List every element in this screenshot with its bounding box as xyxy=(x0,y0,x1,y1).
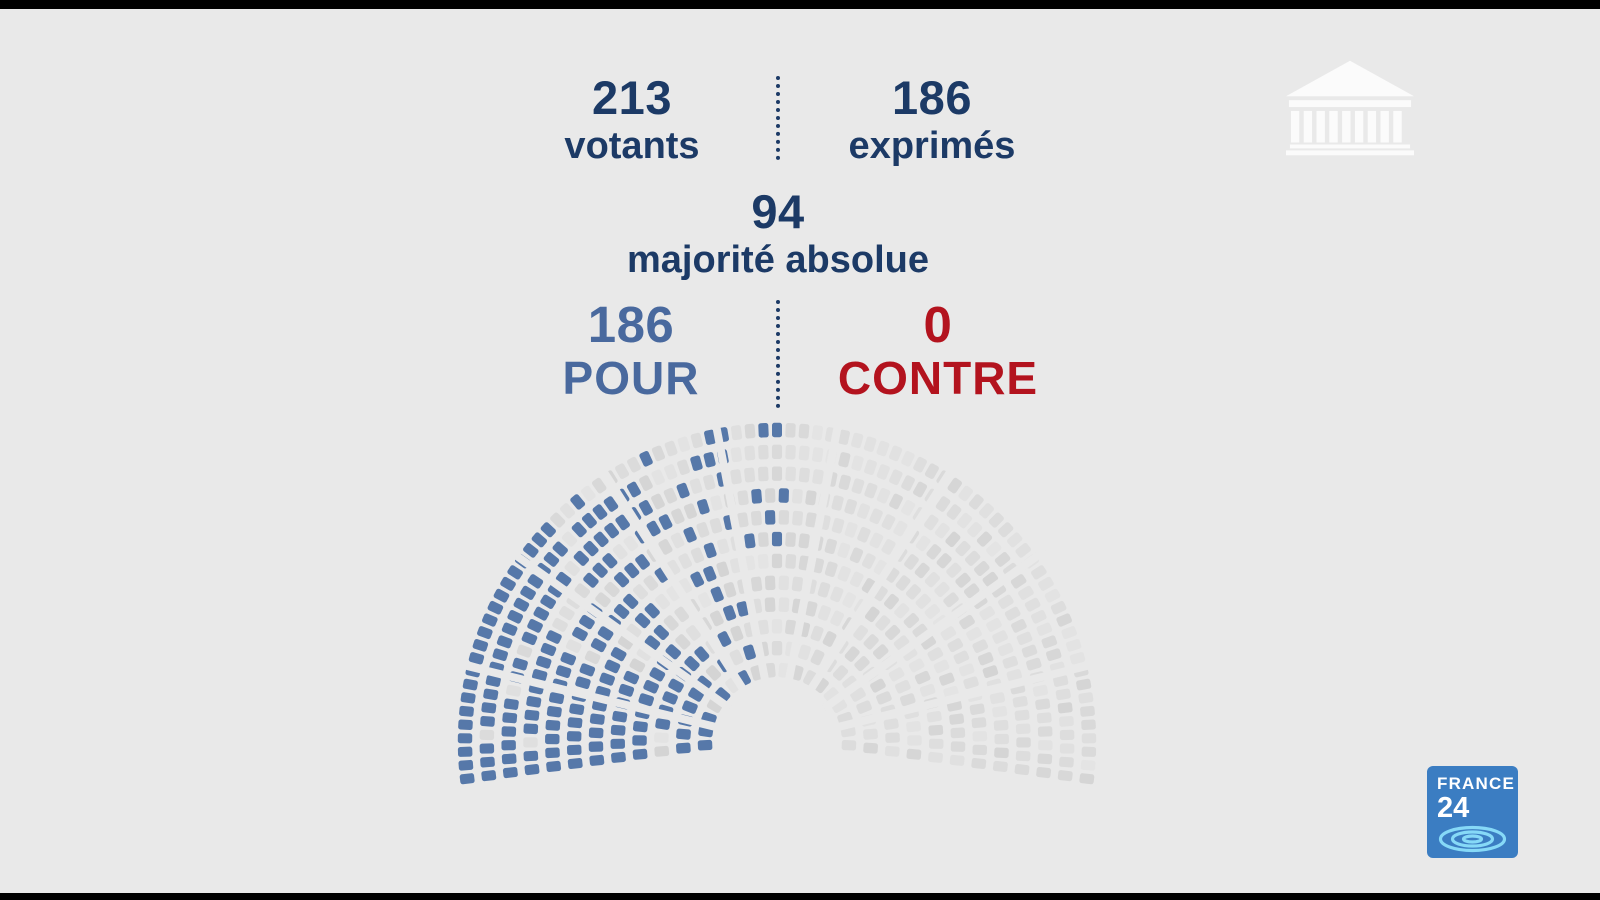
column xyxy=(1367,110,1377,143)
hemicycle-svg xyxy=(455,418,1099,785)
column xyxy=(1354,110,1364,143)
france24-number: 24 xyxy=(1437,792,1470,824)
stat-votants: 213 votants xyxy=(564,71,700,167)
assemblee-nationale-building-icon xyxy=(1286,60,1414,156)
stat-pour: 186 POUR xyxy=(563,298,700,403)
majorite-label: majorité absolue xyxy=(627,238,929,281)
stylobate xyxy=(1289,144,1411,149)
column xyxy=(1329,110,1338,143)
exprimes-label: exprimés xyxy=(848,124,1016,167)
majorite-value: 94 xyxy=(751,185,805,238)
votants-label: votants xyxy=(564,124,700,167)
column xyxy=(1342,110,1351,143)
contre-value: 0 xyxy=(923,296,953,353)
france24-logo: FRANCE 24 xyxy=(1427,766,1518,858)
stat-majorite-absolue: 94 majorité absolue xyxy=(627,185,929,281)
ripple-icon xyxy=(1438,825,1507,853)
hemicycle-chart xyxy=(437,418,1117,803)
entablature xyxy=(1288,100,1412,108)
exprimes-value: 186 xyxy=(892,71,972,124)
stat-contre: 0 CONTRE xyxy=(838,298,1038,403)
assemblee-nationale-icon xyxy=(1286,60,1414,160)
column xyxy=(1380,110,1389,143)
letterbox-bottom xyxy=(0,893,1600,900)
pour-label: POUR xyxy=(562,352,700,405)
letterbox-top xyxy=(0,0,1600,9)
divider-pour-contre xyxy=(776,300,780,408)
column xyxy=(1303,110,1313,143)
column xyxy=(1393,110,1402,143)
column xyxy=(1290,110,1300,143)
votants-value: 213 xyxy=(592,71,672,124)
stat-exprimes: 186 exprimés xyxy=(848,71,1016,167)
base xyxy=(1286,150,1414,156)
column xyxy=(1316,110,1325,143)
contre-label: CONTRE xyxy=(837,352,1039,405)
pediment xyxy=(1286,60,1414,97)
divider-votants-exprimes xyxy=(776,76,780,160)
france24-wordmark: FRANCE xyxy=(1437,774,1516,793)
pour-value: 186 xyxy=(587,296,675,353)
